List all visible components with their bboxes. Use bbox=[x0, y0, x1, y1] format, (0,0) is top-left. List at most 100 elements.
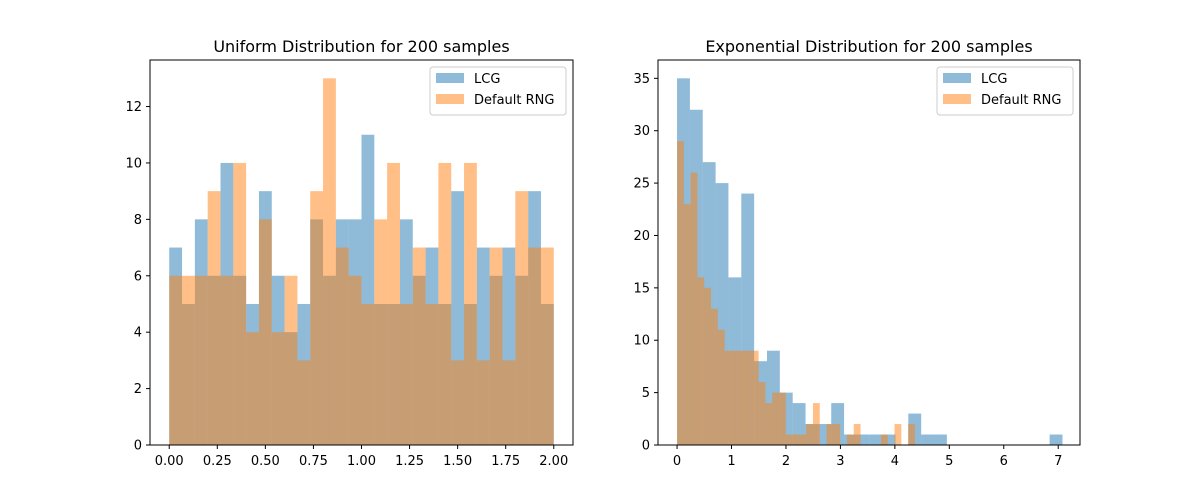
y-tick-label: 0 bbox=[134, 439, 142, 454]
histogram-bar bbox=[502, 360, 516, 445]
y-tick-label: 30 bbox=[633, 124, 650, 139]
histogram-bar bbox=[297, 360, 311, 445]
legend-swatch bbox=[436, 73, 464, 83]
x-tick-label: 0.50 bbox=[251, 454, 280, 469]
legend-label: LCG bbox=[474, 72, 500, 87]
x-tick-label: 1.50 bbox=[443, 454, 472, 469]
y-tick-label: 4 bbox=[134, 326, 142, 341]
histogram-bar bbox=[826, 424, 834, 445]
histogram-bar bbox=[894, 424, 902, 445]
y-tick-label: 25 bbox=[633, 177, 650, 192]
histogram-bar bbox=[476, 360, 490, 445]
legend-label: Default RNG bbox=[981, 93, 1061, 108]
y-tick-label: 20 bbox=[633, 229, 650, 244]
histogram-bar bbox=[271, 332, 285, 445]
histogram-bar bbox=[846, 434, 854, 445]
legend-label: LCG bbox=[981, 72, 1007, 87]
histogram-bar bbox=[387, 162, 400, 445]
chart-title: Uniform Distribution for 200 samples bbox=[213, 37, 509, 56]
histogram-bar bbox=[697, 277, 705, 445]
histogram-bar bbox=[833, 424, 841, 445]
histogram-bar bbox=[1049, 434, 1063, 445]
chart-title: Exponential Distribution for 200 samples bbox=[705, 37, 1032, 56]
histogram-bar bbox=[724, 350, 732, 445]
histogram-bar bbox=[677, 141, 684, 445]
histogram-bar bbox=[335, 247, 349, 445]
y-tick-label: 6 bbox=[134, 269, 142, 284]
histogram-bar bbox=[880, 434, 888, 445]
x-tick-label: 2.00 bbox=[539, 454, 568, 469]
x-tick-label: 2 bbox=[782, 454, 790, 469]
x-tick-label: 5 bbox=[945, 454, 953, 469]
histogram-bar bbox=[194, 275, 208, 445]
legend: LCG Default RNG bbox=[429, 66, 567, 116]
y-tick-label: 10 bbox=[633, 334, 650, 349]
histogram-bar bbox=[792, 434, 800, 445]
x-tick-label: 0.00 bbox=[155, 454, 184, 469]
legend-swatch bbox=[943, 73, 971, 83]
axes-frame bbox=[657, 59, 1081, 446]
histogram-bar bbox=[464, 162, 477, 445]
histogram-bar bbox=[540, 247, 554, 445]
histogram-bar bbox=[246, 332, 259, 445]
histogram-bar bbox=[869, 434, 883, 445]
histogram-bar bbox=[704, 287, 712, 445]
histogram-bar bbox=[182, 275, 195, 445]
histogram-bar bbox=[738, 350, 746, 445]
legend-label: Default RNG bbox=[474, 93, 554, 108]
histogram-bar bbox=[323, 78, 336, 445]
y-tick-label: 8 bbox=[134, 213, 142, 228]
x-tick-label: 0.75 bbox=[299, 454, 328, 469]
x-tick-label: 1.25 bbox=[395, 454, 424, 469]
histogram-bar bbox=[758, 382, 766, 445]
histogram-bar bbox=[489, 247, 503, 445]
x-tick-label: 1.75 bbox=[491, 454, 520, 469]
x-tick-label: 6 bbox=[1000, 454, 1008, 469]
histogram-bar bbox=[690, 172, 698, 445]
histogram-bar bbox=[853, 424, 861, 445]
y-tick-label: 10 bbox=[125, 156, 142, 171]
y-tick-label: 5 bbox=[642, 386, 650, 401]
histogram-bar bbox=[934, 434, 947, 445]
histogram-bar bbox=[765, 403, 773, 445]
histogram-bar bbox=[207, 191, 221, 445]
histogram-bar bbox=[856, 434, 870, 445]
histogram-bar bbox=[438, 162, 452, 445]
histogram-bar bbox=[233, 162, 247, 445]
histogram-bar bbox=[772, 392, 779, 445]
y-tick-label: 35 bbox=[633, 72, 650, 87]
histogram-bar bbox=[778, 392, 786, 445]
histogram-bar bbox=[528, 247, 541, 445]
y-tick-label: 15 bbox=[633, 281, 650, 296]
histogram-bar bbox=[921, 434, 935, 445]
histogram-bar bbox=[310, 191, 324, 445]
histogram-bar bbox=[745, 350, 752, 445]
uniform-histogram-panel: 0.00 0.25 0.50 0.75 1.00 1.25 1.50 1.75 2.00 0 2 4 6… bbox=[125, 37, 574, 469]
series-1-bars bbox=[677, 141, 915, 445]
histogram-bar bbox=[258, 219, 272, 445]
histogram-bar bbox=[425, 303, 439, 445]
x-tick-label: 3 bbox=[836, 454, 844, 469]
histogram-bar bbox=[220, 275, 234, 445]
x-tick-label: 0.25 bbox=[203, 454, 232, 469]
histogram-bar bbox=[751, 350, 759, 445]
histogram-bar bbox=[908, 424, 915, 445]
histogram-bar bbox=[374, 219, 388, 445]
histogram-bar bbox=[799, 434, 807, 445]
histogram-bar bbox=[711, 308, 718, 445]
histogram-bar bbox=[348, 275, 362, 445]
x-tick-label: 0 bbox=[673, 454, 681, 469]
histogram-bar bbox=[515, 191, 529, 445]
histogram-bar bbox=[451, 360, 465, 445]
exponential-histogram-panel: 0 1 2 3 4 5 6 7 0 5 10 15 20 25 30 35 Exponential Distri… bbox=[633, 37, 1081, 469]
legend: LCG Default RNG bbox=[936, 66, 1074, 116]
histogram-bar bbox=[806, 424, 813, 445]
legend-swatch bbox=[943, 94, 971, 104]
x-tick-label: 7 bbox=[1054, 454, 1062, 469]
histogram-bar bbox=[412, 247, 426, 445]
x-tick-label: 1.00 bbox=[347, 454, 376, 469]
y-tick-label: 2 bbox=[134, 382, 142, 397]
x-tick-label: 4 bbox=[891, 454, 899, 469]
histogram-bar bbox=[284, 275, 298, 445]
